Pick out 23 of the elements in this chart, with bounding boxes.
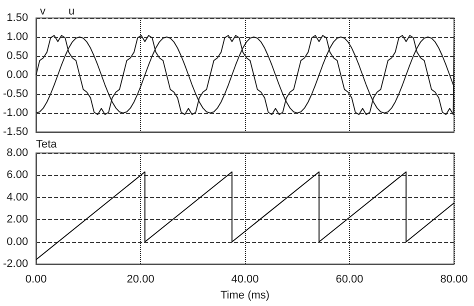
x-tick-label: 0.00 (25, 274, 47, 286)
y-axis-title: Teta (36, 138, 58, 150)
y-tick-label: 0.50 (6, 50, 28, 62)
y-tick-label: -2.00 (2, 258, 28, 270)
x-tick-label: 60.00 (336, 274, 364, 286)
y-tick-label: -1.50 (2, 126, 28, 138)
series-label: u (68, 6, 75, 18)
y-tick-label: 1.00 (6, 31, 28, 43)
line-series (36, 171, 454, 260)
y-tick-label: 0.00 (6, 69, 28, 81)
x-tick-label: 80.00 (440, 274, 468, 286)
y-tick-label: 1.50 (6, 12, 28, 24)
y-tick-label: 0.00 (6, 236, 28, 248)
y-tick-label: 4.00 (6, 191, 28, 204)
series-label: v (40, 6, 46, 18)
y-tick-label: -1.00 (2, 107, 28, 119)
x-tick-label: 20.00 (126, 274, 154, 286)
x-tick-label: 40.00 (231, 274, 259, 286)
y-tick-label: 8.00 (6, 147, 28, 159)
y-tick-label: 6.00 (6, 169, 28, 182)
y-tick-label: 2.00 (6, 214, 28, 226)
y-tick-label: -0.50 (2, 88, 28, 100)
x-axis-title: Time (ms) (220, 290, 270, 302)
